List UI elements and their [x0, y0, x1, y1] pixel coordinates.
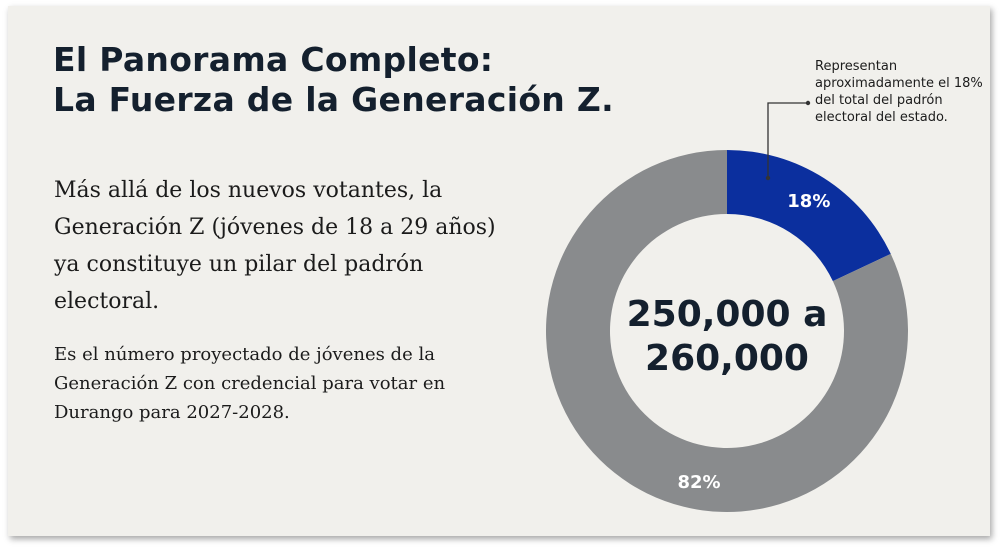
chart-annotation: Representan aproximadamente el 18% del t… [815, 59, 983, 125]
center-label-line-2: 260,000 [645, 338, 809, 379]
projection-paragraph: Es el número proyectado de jóvenes de la… [54, 344, 446, 423]
annotation-leader-line [765, 100, 811, 181]
title-line-2: La Fuerza de la Generación Z. [53, 80, 614, 119]
donut-slice-1 [727, 150, 891, 282]
donut-slice-2 [546, 150, 908, 512]
slice-label-2: 82% [677, 472, 720, 493]
slice-label-1: 18% [787, 191, 830, 212]
center-label-line-1: 250,000 a [627, 294, 828, 335]
title-line-1: El Panorama Completo: [53, 40, 494, 79]
slide-title: El Panorama Completo: La Fuerza de la Ge… [53, 40, 614, 120]
intro-paragraph: Más allá de los nuevos votantes, la Gene… [54, 178, 496, 314]
